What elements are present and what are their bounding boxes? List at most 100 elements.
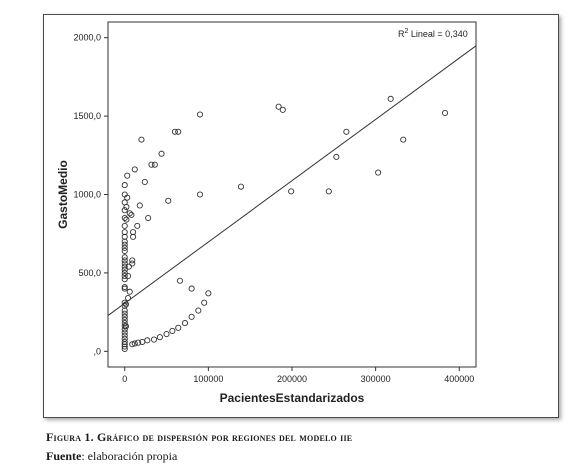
y-tick-label: ,0 — [93, 346, 101, 356]
data-point — [131, 340, 138, 347]
data-point — [144, 337, 151, 344]
data-point — [343, 128, 350, 135]
data-point — [121, 310, 128, 317]
data-point — [121, 257, 128, 264]
data-point — [121, 229, 128, 236]
data-point — [196, 191, 204, 198]
data-point — [375, 169, 382, 176]
data-point — [121, 283, 128, 291]
figure-caption: Figura 1. Gráfico de dispersión por regi… — [46, 430, 352, 445]
data-point — [135, 339, 142, 346]
data-point — [169, 327, 176, 334]
data-point — [126, 288, 133, 295]
axes-layer: 0 100000 200000 300000 400000 ,0 500,0 1000,0 15… — [73, 21, 477, 384]
data-point — [121, 343, 128, 350]
data-point — [121, 207, 128, 214]
data-point — [134, 222, 141, 229]
data-point — [125, 294, 132, 302]
data-point — [121, 244, 128, 251]
data-point — [121, 247, 128, 255]
y-tick-label: 500,0 — [78, 268, 101, 278]
data-point — [122, 301, 130, 308]
plot-area-border — [107, 21, 477, 368]
data-point — [131, 166, 138, 173]
data-point — [121, 182, 128, 189]
data-point — [121, 222, 128, 229]
data-point — [121, 329, 128, 336]
data-point — [288, 188, 295, 195]
data-point — [121, 263, 128, 270]
x-tick-label: 100000 — [193, 374, 223, 384]
data-point — [145, 214, 152, 222]
data-point — [121, 214, 128, 222]
points-layer — [121, 95, 449, 353]
data-point — [325, 188, 332, 195]
data-point — [136, 202, 143, 209]
data-point — [126, 210, 133, 217]
data-point — [333, 153, 340, 160]
r-squared-annotation: R2 Lineal = 0,340 — [398, 28, 468, 39]
data-point — [205, 290, 212, 297]
data-point — [148, 161, 155, 168]
x-tick-label: 200000 — [277, 374, 307, 384]
data-point — [130, 229, 137, 236]
x-axis-label: PacientesEstandarizados — [220, 391, 365, 405]
data-point — [188, 285, 195, 292]
x-tick-label: 400000 — [444, 374, 474, 384]
data-point — [124, 172, 131, 179]
data-point — [188, 313, 195, 320]
data-point — [237, 183, 245, 190]
data-point — [163, 331, 170, 338]
y-tick-label: 1500,0 — [73, 111, 101, 121]
data-point — [151, 161, 158, 168]
data-point — [121, 316, 128, 324]
data-point — [121, 332, 128, 339]
data-point — [124, 194, 131, 201]
data-point — [121, 276, 128, 283]
data-point — [129, 257, 136, 264]
data-point — [121, 320, 128, 327]
figure-source-label: Fuente — [46, 449, 82, 463]
data-point — [121, 233, 128, 240]
data-point — [175, 128, 182, 135]
data-point — [156, 334, 163, 341]
data-point — [121, 299, 128, 306]
data-point — [176, 277, 183, 284]
data-point — [171, 128, 178, 135]
data-point — [121, 238, 128, 245]
regression-line — [107, 45, 477, 316]
data-point — [129, 260, 136, 267]
data-point — [121, 266, 128, 273]
data-point — [158, 150, 165, 157]
data-point — [121, 335, 128, 342]
data-point — [121, 338, 128, 345]
data-point — [442, 109, 449, 117]
data-point — [122, 323, 130, 330]
data-point — [275, 103, 282, 110]
data-point — [387, 95, 394, 102]
figure-caption-label: Figura 1. — [46, 430, 94, 444]
figure-source: Fuente: elaboración propia — [46, 449, 177, 464]
data-point — [181, 320, 188, 327]
data-point — [138, 136, 145, 143]
data-point — [129, 341, 136, 348]
data-point — [121, 241, 128, 248]
data-point — [121, 302, 128, 309]
y-tick-label: 1000,0 — [73, 190, 101, 200]
data-point — [175, 324, 182, 331]
data-point — [400, 136, 407, 143]
regression-line-layer — [107, 45, 477, 316]
data-point — [125, 272, 132, 280]
data-point — [121, 269, 128, 276]
data-point — [125, 263, 132, 270]
y-tick-label: 2000,0 — [73, 33, 101, 43]
data-point — [130, 233, 137, 240]
data-point — [123, 203, 130, 211]
data-point — [121, 260, 128, 267]
data-point — [201, 299, 208, 306]
data-point — [121, 272, 128, 280]
data-point — [279, 106, 286, 113]
data-point — [150, 336, 158, 343]
figure-caption-text: Gráfico de dispersión por regiones del m… — [93, 430, 353, 444]
